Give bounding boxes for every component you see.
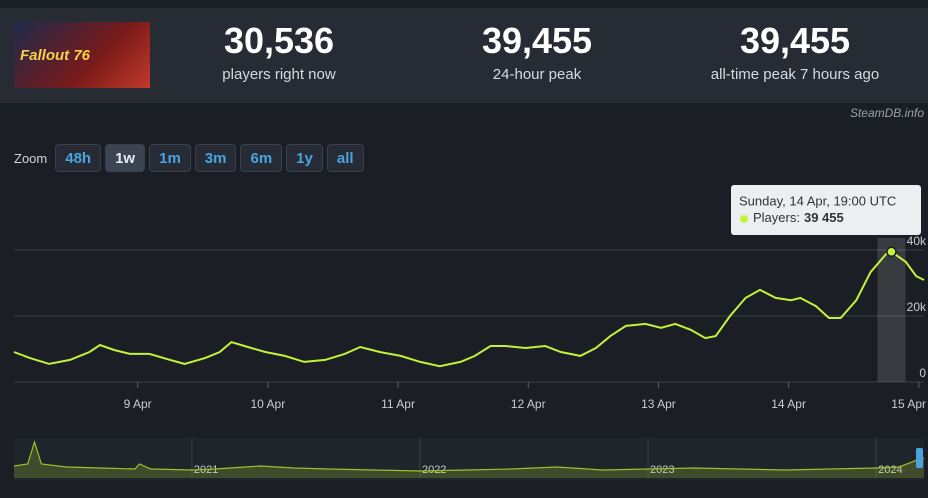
watermark: SteamDB.info — [849, 106, 924, 120]
tooltip-value: 39 455 — [804, 210, 844, 225]
tooltip-swatch — [740, 215, 748, 223]
stat-value: 30,536 — [223, 20, 335, 61]
navigator-area — [14, 442, 924, 478]
zoom-button[interactable]: 1m — [149, 144, 191, 172]
game-logo: Fallout 76 — [14, 22, 150, 88]
stat-value: 39,455 — [481, 20, 593, 61]
navigator-label: 2023 — [650, 464, 674, 476]
highlight-point — [886, 246, 897, 258]
x-tick-label: 14 Apr — [771, 397, 806, 411]
line — [13, 250, 925, 368]
zoom-bar: Zoom 48h 1w 1m 3m 6m 1y all — [14, 144, 364, 172]
zoom-button[interactable]: 48h — [55, 144, 102, 172]
stat: 39,455 all-time peak 7 hours ago — [675, 20, 915, 83]
y-tick-label: 20k — [907, 300, 927, 314]
zoom-button[interactable]: 6m — [240, 144, 283, 172]
navigator-label: 2022 — [422, 464, 446, 476]
tooltip-date: Sunday, 14 Apr, 19:00 UTC — [739, 193, 896, 208]
stat: 30,536 players right now — [159, 20, 399, 83]
stat-label: players right now — [222, 66, 336, 83]
header: Fallout 76 30,536 players right now 39,45… — [0, 8, 928, 103]
x-tick-label: 9 Apr — [124, 397, 152, 411]
tooltip — [731, 185, 921, 235]
zoom-button[interactable]: all — [326, 144, 364, 172]
y-tick-label: 40k — [907, 234, 927, 248]
tooltip-label: Players: 39 455 — [753, 210, 844, 225]
stat-value: 39,455 — [739, 20, 851, 61]
stat-label: all-time peak 7 hours ago — [710, 66, 880, 83]
x-tick-label: 11 Apr — [381, 397, 415, 411]
zoom-button[interactable]: 1w — [105, 144, 146, 172]
stat: 39,455 24-hour peak — [417, 20, 657, 83]
navigator-bg — [14, 438, 924, 480]
x-tick-label: 15 Apr — [891, 397, 926, 411]
zoom-label: Zoom — [14, 150, 48, 166]
y-tick-label: 0 — [919, 366, 926, 380]
stat-label: 24-hour peak — [492, 66, 582, 83]
x-tick-label: 12 Apr — [511, 397, 546, 411]
navigator-line — [13, 439, 925, 472]
navigator-handle[interactable] — [916, 448, 923, 468]
crosshair — [877, 238, 906, 382]
zoom-button[interactable]: 1y — [286, 144, 323, 172]
zoom-button[interactable]: 3m — [194, 144, 237, 172]
x-tick-label: 10 Apr — [251, 397, 286, 411]
x-tick-label: 13 Apr — [641, 397, 676, 411]
tooltip-label: Players: — [753, 210, 800, 225]
